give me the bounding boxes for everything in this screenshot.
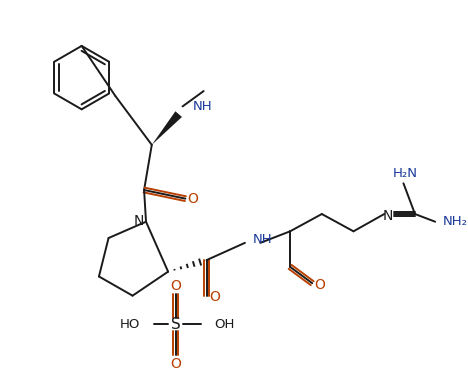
Text: OH: OH — [214, 318, 234, 331]
Text: NH₂: NH₂ — [443, 215, 468, 228]
Text: NH: NH — [253, 233, 272, 247]
Text: O: O — [314, 278, 325, 292]
Text: HO: HO — [120, 318, 140, 331]
Text: N: N — [383, 209, 393, 223]
Text: N: N — [133, 214, 144, 228]
Polygon shape — [152, 111, 182, 145]
Text: NH: NH — [193, 100, 212, 113]
Text: O: O — [170, 357, 181, 371]
Text: O: O — [170, 279, 181, 293]
Text: O: O — [188, 192, 198, 206]
Text: H₂N: H₂N — [393, 167, 418, 180]
Text: S: S — [171, 317, 181, 332]
Text: O: O — [210, 290, 220, 304]
